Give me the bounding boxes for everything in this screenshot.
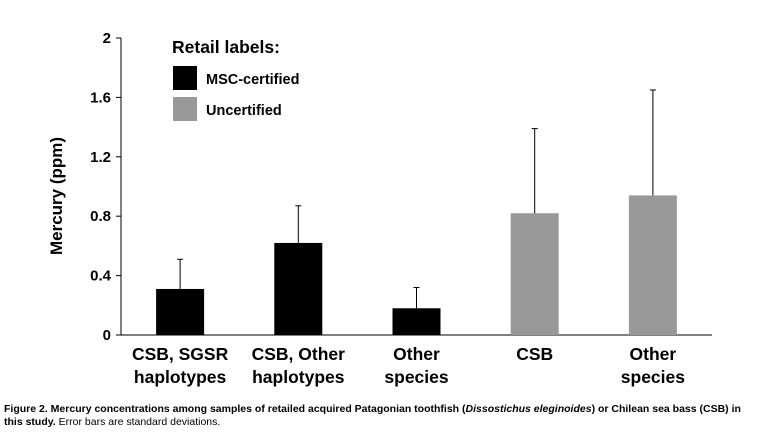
x-tick-labels: CSB, SGSR haplotypes CSB, Other haplotypes O… <box>132 344 685 387</box>
y-tick-label: 2 <box>103 30 111 47</box>
x-tick-label: Other <box>630 344 677 364</box>
x-tick-label: Other <box>393 344 440 364</box>
y-tick-label: 1.6 <box>90 89 111 106</box>
bar-chart: 0 0.4 0.8 1.2 1.6 2 CSB, SGSR haplotypes CSB, O… <box>47 30 712 387</box>
x-tick-label: CSB, SGSR <box>132 344 229 364</box>
x-tick-label: CSB <box>516 344 553 364</box>
x-tick-label: haplotypes <box>134 367 227 387</box>
bar <box>628 195 677 335</box>
y-ticks: 0 0.4 0.8 1.2 1.6 2 <box>90 30 121 344</box>
caption-note: Error bars are standard deviations. <box>55 416 221 428</box>
bar <box>392 308 441 335</box>
caption-bold-2: ) or Chilean sea bass (CSB) in this stud… <box>4 403 741 428</box>
caption-bold: Figure 2. Mercury concentrations among s… <box>4 403 466 415</box>
x-tick-label: species <box>384 367 448 387</box>
y-tick-label: 1.2 <box>90 149 111 166</box>
x-tick-label: haplotypes <box>252 367 345 387</box>
figure-caption: Figure 2. Mercury concentrations among s… <box>4 403 756 429</box>
error-bars <box>177 89 656 309</box>
y-tick-label: 0.4 <box>90 268 112 285</box>
x-tick-label: CSB, Other <box>252 344 346 364</box>
y-tick-label: 0.8 <box>90 208 111 225</box>
legend-swatch-msc-certified <box>173 66 197 90</box>
legend-title: Retail labels: <box>172 37 280 57</box>
y-tick-label: 0 <box>103 327 111 344</box>
x-tick-label: species <box>621 367 685 387</box>
bar <box>274 242 323 335</box>
legend: Retail labels: MSC-certified Uncertified <box>172 37 299 121</box>
bars <box>156 195 677 335</box>
caption-species: Dissostichus eleginoides <box>465 403 592 415</box>
y-axis-label: Mercury (ppm) <box>47 137 66 255</box>
bar <box>510 213 559 335</box>
bar <box>156 288 205 335</box>
legend-swatch-uncertified <box>173 97 197 121</box>
legend-label-msc-certified: MSC-certified <box>206 72 299 88</box>
legend-label-uncertified: Uncertified <box>206 103 282 119</box>
